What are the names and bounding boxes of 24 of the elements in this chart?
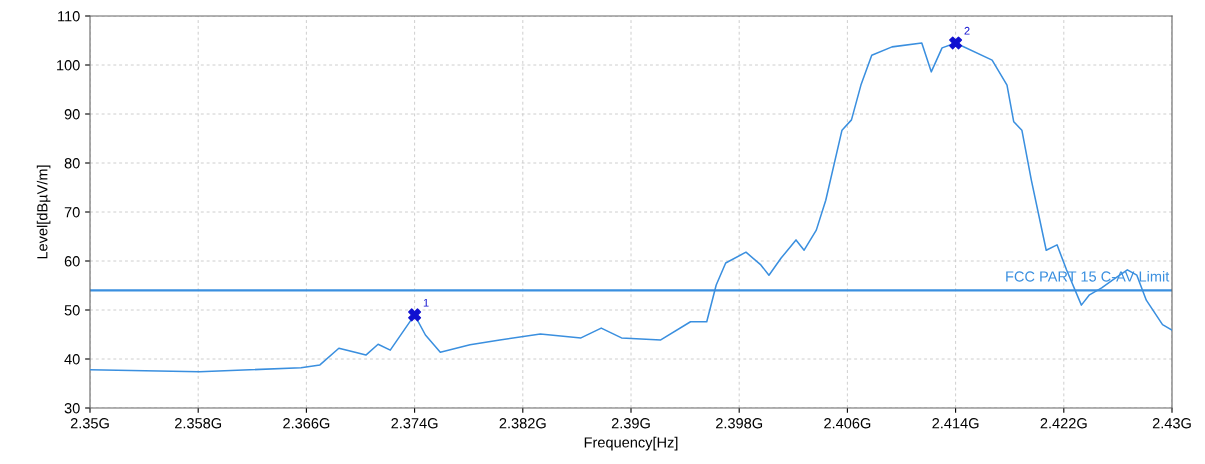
annotation: 1 <box>423 298 429 307</box>
x-tick-label: 2.414G <box>932 418 979 429</box>
y-tick-label: 80 <box>64 158 80 169</box>
x-tick-label: 2.43G <box>1152 418 1191 429</box>
x-tick-label: 2.382G <box>499 418 546 429</box>
y-tick-label: 70 <box>64 207 80 218</box>
x-axis-title: Frequency[Hz] <box>584 436 678 451</box>
y-tick-label: 30 <box>64 403 80 414</box>
x-tick-label: 2.366G <box>283 418 330 429</box>
x-tick-label: 2.35G <box>70 418 109 429</box>
x-tick-label: 2.398G <box>716 418 763 429</box>
y-tick-label: 110 <box>58 11 80 22</box>
y-tick-label: 90 <box>64 109 80 120</box>
y-axis-title: Level[dBµV/m] <box>36 165 51 259</box>
x-tick-label: 2.422G <box>1040 418 1087 429</box>
y-tick-label: 50 <box>64 305 80 316</box>
y-tick-label: 40 <box>64 354 80 365</box>
x-tick-label: 2.406G <box>824 418 871 429</box>
x-tick-label: 2.358G <box>175 418 222 429</box>
x-tick-label: 2.39G <box>611 418 650 429</box>
x-tick-label: 2.374G <box>391 418 438 429</box>
y-tick-label: 60 <box>64 256 80 267</box>
annotation: 2 <box>964 26 970 35</box>
y-tick-label: 100 <box>57 60 80 71</box>
